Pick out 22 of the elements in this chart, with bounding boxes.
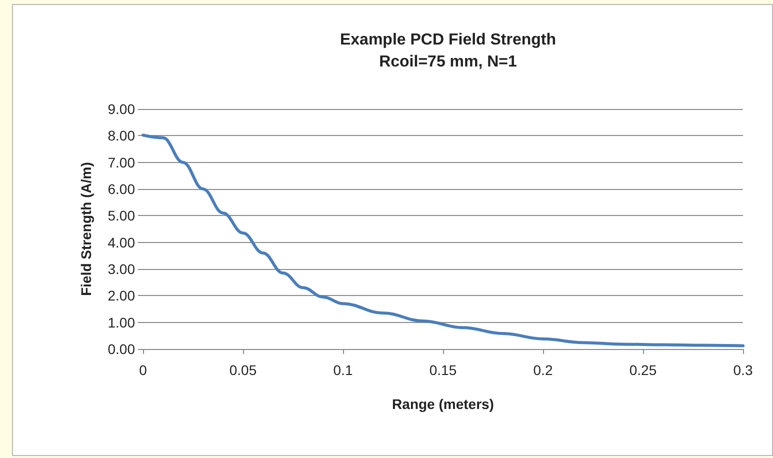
x-tick-label: 0.15 <box>429 362 457 378</box>
x-tick-label: 0.1 <box>333 362 353 378</box>
y-tick-label: 2.00 <box>108 288 136 304</box>
y-tick-label: 4.00 <box>108 234 136 250</box>
y-tick-label: 9.00 <box>108 101 136 117</box>
y-tick-label: 0.00 <box>108 341 136 357</box>
line-series <box>142 134 744 348</box>
x-tick-label: 0.25 <box>629 362 657 378</box>
y-tick-label: 8.00 <box>108 128 136 144</box>
y-tick-label: 6.00 <box>108 181 136 197</box>
x-tick-label: 0.3 <box>733 362 753 378</box>
y-tick-label: 5.00 <box>108 208 136 224</box>
x-tick-label: 0.2 <box>533 362 553 378</box>
x-tick-label: 0 <box>139 362 148 378</box>
y-tick-label: 1.00 <box>108 314 136 330</box>
chart-subtitle: Rcoil=75 mm, N=1 <box>379 54 518 70</box>
y-tick-label: 7.00 <box>108 154 136 170</box>
x-tick-label: 0.05 <box>229 362 257 378</box>
y-axis-title: Field Strength (A/m) <box>78 162 94 296</box>
y-tick-label: 3.00 <box>108 261 136 277</box>
x-axis-title: Range (meters) <box>392 396 494 412</box>
chart-title: Example PCD Field Strength <box>340 32 556 48</box>
